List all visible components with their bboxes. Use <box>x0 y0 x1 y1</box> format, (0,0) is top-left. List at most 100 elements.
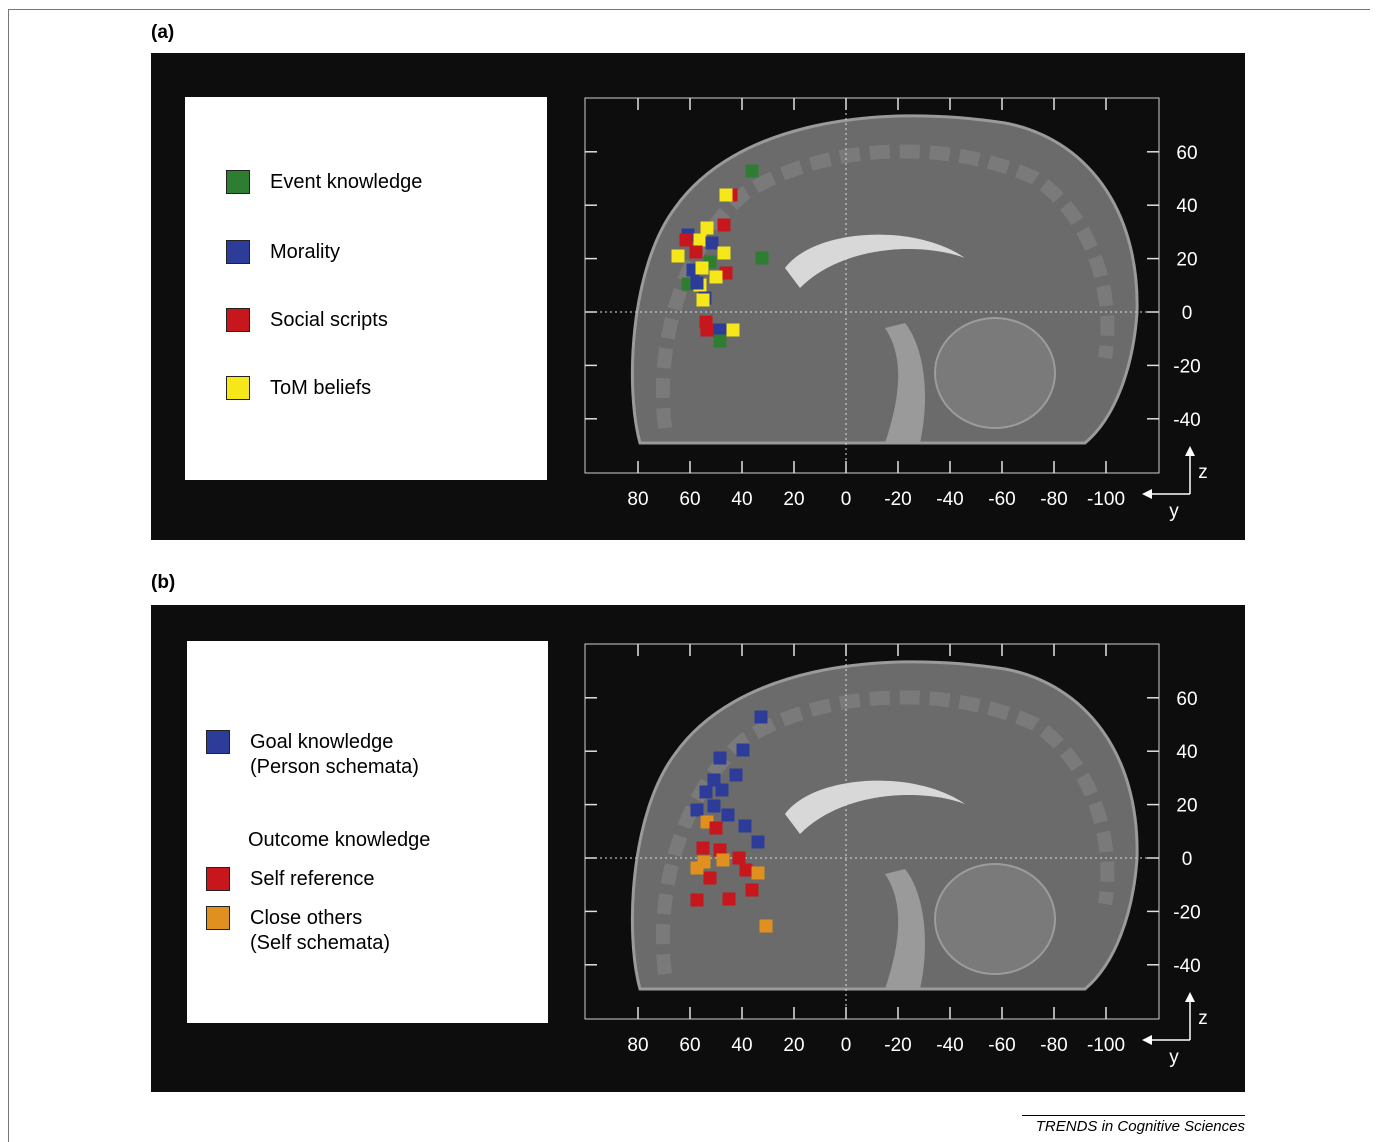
legend-swatch-goal-knowledge <box>206 730 230 754</box>
legend-item-self-reference: Self reference <box>206 867 375 892</box>
panel-a-y-direction-arrow <box>1142 489 1152 499</box>
panel-a-plot-frame <box>584 97 1160 474</box>
panel-b-cortex-folds <box>655 690 1115 975</box>
panel-b-z-tick-label: 40 <box>1176 742 1197 763</box>
panel-b-y-axis-letter: y <box>1169 1047 1179 1068</box>
legend-item-event-knowledge: Event knowledge <box>226 170 422 195</box>
panel-b-activation-square <box>713 751 727 765</box>
panel-b-y-tick-label: 0 <box>841 1035 852 1056</box>
panel-b-activation-square <box>709 821 723 835</box>
panel-b-activation-square <box>739 863 753 877</box>
panel-b-y-tick-label: -100 <box>1087 1035 1125 1056</box>
panel-a-z-tick-label: 20 <box>1176 250 1197 271</box>
panel-b-y-tick-label: 80 <box>627 1035 648 1056</box>
panel-a-activation-square <box>719 266 733 280</box>
panel-b-y-direction-arrow <box>1142 1035 1152 1045</box>
panel-a-corpus-callosum <box>785 234 965 288</box>
panel-a-activation-square <box>745 164 759 178</box>
panel-a-activation-square <box>719 188 733 202</box>
panel-a-cerebellum <box>934 317 1056 429</box>
panel-a-brainstem <box>885 323 925 443</box>
panel-a-z-axis-letter: z <box>1198 462 1208 483</box>
panel-a-z-tick-label: -20 <box>1173 356 1200 377</box>
panel-b-activation-square <box>690 893 704 907</box>
panel-a-z-direction-arrow <box>1185 446 1195 456</box>
panel-a-z-tick-label: 40 <box>1176 196 1197 217</box>
panel-b-y-tick-label: 20 <box>783 1035 804 1056</box>
panel-b-activation-square <box>722 892 736 906</box>
panel-b-activation-square <box>715 783 729 797</box>
panel-a-activation-square <box>755 251 769 265</box>
panel-a-activation-square <box>696 293 710 307</box>
panel-a-activation-square <box>693 233 707 247</box>
frame-left-border <box>8 9 9 1142</box>
panel-a-y-tick-label: 0 <box>841 489 852 510</box>
panel-b-activation-square <box>729 768 743 782</box>
panel-a-y-tick-label: 80 <box>627 489 648 510</box>
panel-b-y-tick-label: 60 <box>679 1035 700 1056</box>
panel-a-brain-image <box>630 114 1139 445</box>
legend-swatch-event-knowledge <box>226 170 250 194</box>
panel-b-z-tick-label: -20 <box>1173 902 1200 923</box>
panel-a-z-tick-label: 0 <box>1182 303 1193 324</box>
panel-a-y-tick-label: -80 <box>1040 489 1067 510</box>
legend-item-morality: Morality <box>226 240 340 265</box>
legend-item-tom-beliefs: ToM beliefs <box>226 376 371 401</box>
panel-a-brain-plot: 80 60 40 20 0 -20 -40 -60 -80 -100 60 40 20 0 -20 -40 zy <box>584 97 1208 522</box>
panel-b-z-tick-label: 20 <box>1176 796 1197 817</box>
panel-a-activation-square <box>671 249 685 263</box>
panel-b-activation-square <box>690 803 704 817</box>
panel-a-y-tick-label: -20 <box>884 489 911 510</box>
panel-a-z-tick-label: -40 <box>1173 410 1200 431</box>
panel-b-activation-square <box>707 773 721 787</box>
footer-rule <box>1022 1115 1245 1116</box>
panel-b-activation-square <box>716 853 730 867</box>
legend-item-goal-knowledge: Goal knowledge (Person schemata) <box>206 730 419 780</box>
panel-a-y-tick-label: -100 <box>1087 489 1125 510</box>
panel-a-activation-square <box>726 323 740 337</box>
panel-a-y-tick-label: -40 <box>936 489 963 510</box>
legend-label-self-reference: Self reference <box>250 868 375 890</box>
legend-swatch-self-reference <box>206 867 230 891</box>
panel-b-activation-square <box>696 841 710 855</box>
panel-a-y-tick-label: 20 <box>783 489 804 510</box>
panel-b-z-tick-label: 60 <box>1176 689 1197 710</box>
panel-b-z-axis-letter: z <box>1198 1008 1208 1029</box>
panel-b: Goal knowledge (Person schemata) Outcome… <box>151 605 1245 1092</box>
panel-a-y-tick-label: 60 <box>679 489 700 510</box>
panel-b-activation-square <box>751 866 765 880</box>
panel-a-y-tick-label: 40 <box>731 489 752 510</box>
legend-label-close-others: Close others (Self schemata) <box>250 907 391 954</box>
legend-heading-outcome-knowledge: Outcome knowledge <box>248 829 431 851</box>
panel-a-brain-silhouette <box>630 114 1139 445</box>
panel-b-activation-square <box>703 871 717 885</box>
panel-a-activation-square <box>705 236 719 250</box>
legend-label-goal-knowledge: Goal knowledge (Person schemata) <box>250 731 419 778</box>
legend-swatch-social-scripts <box>226 308 250 332</box>
panel-b-cerebellum <box>934 863 1056 975</box>
panel-b-z-tick-label: -40 <box>1173 956 1200 977</box>
panel-a-z-tick-label: 60 <box>1176 143 1197 164</box>
panel-a-activation-square <box>713 323 727 337</box>
panel-b-y-tick-label: -20 <box>884 1035 911 1056</box>
panel-a-activation-square <box>713 334 727 348</box>
footer-credit: TRENDS in Cognitive Sciences <box>1035 1118 1245 1135</box>
panel-a: Event knowledge Morality Social scripts … <box>151 53 1245 540</box>
panel-b-activation-square <box>713 843 727 857</box>
panel-b-activation-square <box>690 861 704 875</box>
panel-b-legend: Goal knowledge (Person schemata) Outcome… <box>187 641 548 1023</box>
panel-b-z-tick-label: 0 <box>1182 849 1193 870</box>
panel-b-activation-square <box>699 785 713 799</box>
legend-item-social-scripts: Social scripts <box>226 308 388 333</box>
panel-a-activation-square <box>690 276 704 290</box>
legend-swatch-morality <box>226 240 250 264</box>
panel-b-label: (b) <box>151 572 176 593</box>
legend-item-close-others: Close others (Self schemata) <box>206 906 390 956</box>
panel-a-activation-square <box>717 246 731 260</box>
panel-a-y-tick-label: -60 <box>988 489 1015 510</box>
panel-b-activation-square <box>751 835 765 849</box>
panel-a-activation-square <box>717 218 731 232</box>
panel-b-activation-square <box>759 919 773 933</box>
frame-top-border <box>8 9 1370 10</box>
panel-a-label: (a) <box>151 22 175 43</box>
